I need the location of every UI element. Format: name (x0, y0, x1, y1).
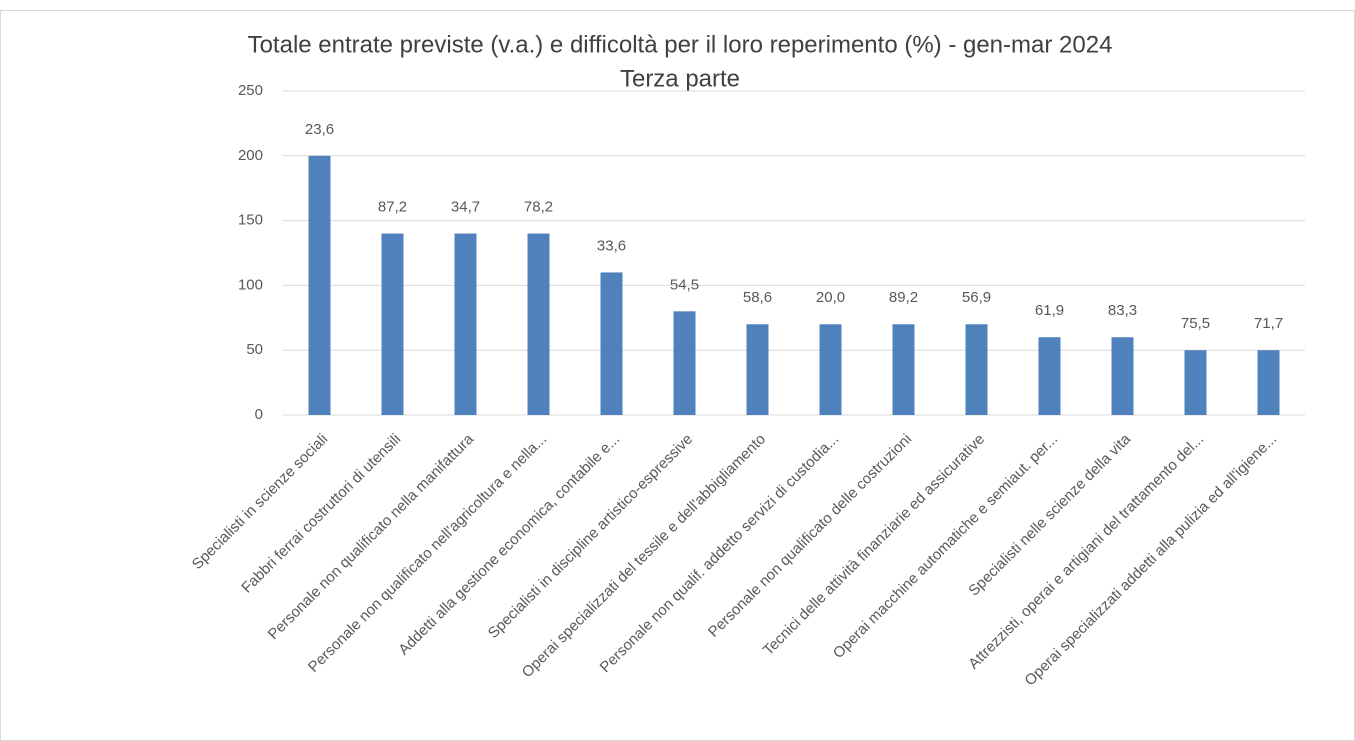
data-label: 56,9 (962, 289, 991, 306)
data-label: 83,3 (1108, 302, 1137, 319)
data-label: 87,2 (378, 199, 407, 216)
bar (381, 233, 404, 415)
y-tick-label: 100 (238, 276, 263, 293)
data-label: 34,7 (451, 199, 480, 216)
data-label: 33,6 (597, 237, 626, 254)
bar (819, 324, 842, 415)
data-label: 23,6 (305, 121, 334, 138)
data-label: 20,0 (816, 289, 845, 306)
bar (1184, 350, 1207, 415)
bar (527, 233, 550, 415)
data-label: 58,6 (743, 289, 772, 306)
bar (1038, 337, 1061, 415)
y-tick-label: 150 (238, 212, 263, 229)
data-label: 71,7 (1254, 315, 1283, 332)
chart-title: Totale entrate previste (v.a.) e diffico… (248, 31, 1113, 58)
bar (1257, 350, 1280, 415)
y-tick-label: 200 (238, 147, 263, 164)
y-tick-label: 0 (255, 406, 263, 423)
bar (454, 233, 477, 415)
chart-subtitle: Terza parte (620, 65, 740, 92)
data-label: 61,9 (1035, 302, 1064, 319)
data-label: 89,2 (889, 289, 918, 306)
bar (1111, 337, 1134, 415)
y-tick-label: 250 (238, 82, 263, 99)
y-tick-label: 50 (246, 341, 263, 358)
bar (308, 155, 331, 416)
bar (673, 311, 696, 415)
bar (746, 324, 769, 415)
bar (965, 324, 988, 415)
bar (600, 272, 623, 415)
data-label: 78,2 (524, 199, 553, 216)
bar (892, 324, 915, 415)
data-label: 54,5 (670, 276, 699, 293)
data-label: 75,5 (1181, 315, 1210, 332)
